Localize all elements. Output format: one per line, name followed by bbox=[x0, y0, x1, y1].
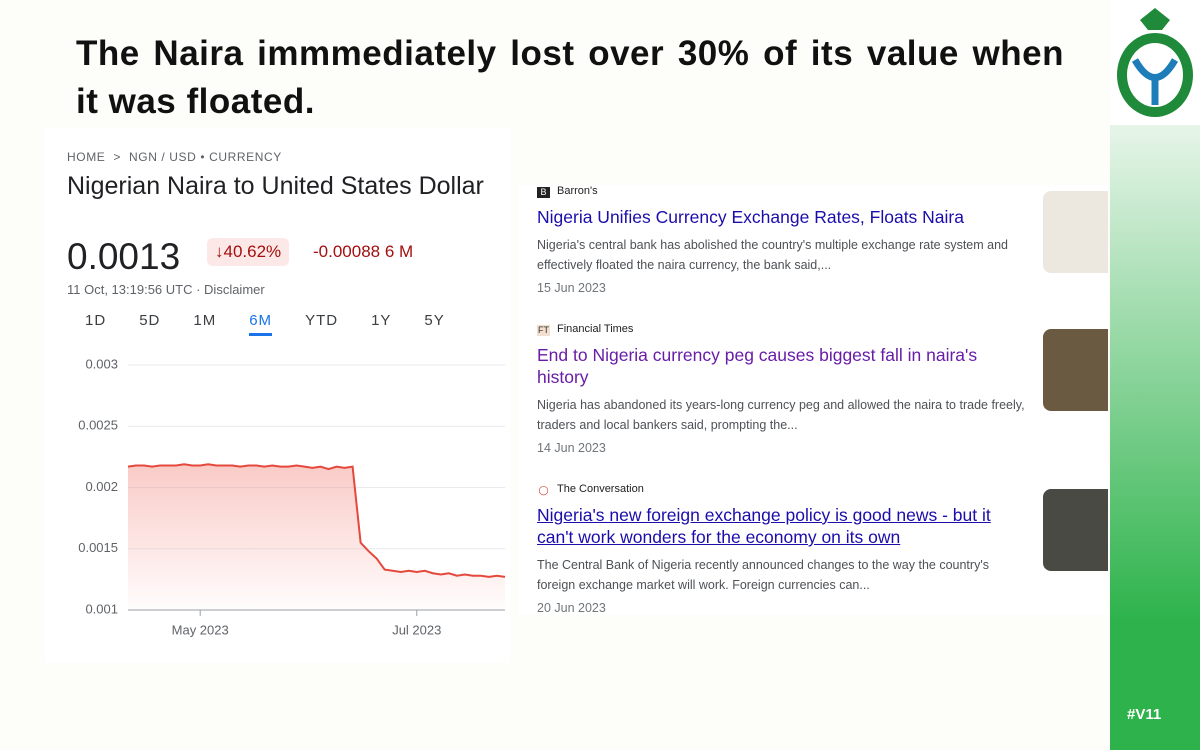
chart: 0.003 0.0025 0.002 0.0015 0.001 May 2023 Jul 2… bbox=[78, 356, 506, 637]
logo-mark bbox=[1131, 58, 1179, 105]
range-tab[interactable]: 5Y bbox=[424, 312, 445, 329]
news-title[interactable]: End to Nigeria currency peg causes bigge… bbox=[537, 345, 978, 387]
news-snippet: Nigeria's central bank has abolished the… bbox=[537, 238, 1009, 272]
news-title[interactable]: Nigeria Unifies Currency Exchange Rates,… bbox=[537, 207, 964, 227]
range-tab[interactable]: 1M bbox=[193, 312, 217, 329]
range-tab[interactable]: 5D bbox=[139, 312, 161, 329]
range-tab[interactable]: 6M bbox=[249, 312, 273, 336]
change-badge: ↓40.62% bbox=[207, 238, 290, 266]
y-tick-label: 0.002 bbox=[85, 479, 118, 494]
y-tick-label: 0.003 bbox=[85, 356, 118, 371]
news-snippet: Nigeria has abandoned its years-long cur… bbox=[537, 398, 1025, 432]
range-tab[interactable]: 1Y bbox=[371, 312, 392, 329]
news-source: ◯ The Conversation bbox=[537, 483, 1027, 496]
x-tick-label: Jul 2023 bbox=[392, 622, 441, 637]
news-item: ◯ The Conversation Nigeria's new foreign e… bbox=[537, 483, 1027, 615]
news-date: 15 Jun 2023 bbox=[537, 281, 606, 295]
source-name: The Conversation bbox=[557, 483, 644, 495]
heading: Nigerian Naira to United States Dollar bbox=[67, 172, 484, 200]
source-icon: B bbox=[537, 187, 550, 198]
news-date: 20 Jun 2023 bbox=[537, 601, 606, 615]
source-name: Financial Times bbox=[557, 323, 634, 335]
source-icon: ◯ bbox=[537, 485, 550, 496]
logo-eagle bbox=[1140, 8, 1170, 30]
source-icon: FT bbox=[537, 325, 550, 336]
logo bbox=[1117, 8, 1193, 117]
slide-title: The Naira immmediately lost over 30% of … bbox=[76, 34, 1064, 121]
slide-tag: #V11 bbox=[1127, 706, 1162, 723]
news-snippet: The Central Bank of Nigeria recently ann… bbox=[537, 558, 989, 592]
x-tick-label: May 2023 bbox=[172, 622, 229, 637]
crumb-current: NGN / USD • CURRENCY bbox=[129, 150, 282, 164]
price: 0.0013 bbox=[67, 236, 181, 277]
crumb-home[interactable]: HOME bbox=[67, 150, 106, 164]
y-tick-label: 0.0025 bbox=[78, 418, 118, 433]
range-tab[interactable]: YTD bbox=[305, 312, 339, 329]
news-title[interactable]: Nigeria's new foreign exchange policy is… bbox=[537, 505, 991, 547]
line bbox=[127, 463, 506, 578]
area-fill bbox=[128, 464, 505, 610]
news-item: FT Financial Times End to Nigeria currency… bbox=[537, 323, 1027, 455]
source-name: Barron's bbox=[557, 185, 598, 197]
news-panel: B Barron's Nigeria Unifies Currency Exchan… bbox=[518, 185, 1108, 615]
side-bar bbox=[1110, 0, 1200, 750]
news-source: B Barron's bbox=[537, 185, 1027, 198]
y-tick-label: 0.0015 bbox=[78, 540, 118, 555]
range-tabs: 1D 5D 1M 6M YTD 1Y 5Y bbox=[85, 312, 505, 336]
news-date: 14 Jun 2023 bbox=[537, 441, 606, 455]
crumb-sep: > bbox=[113, 150, 122, 164]
news-thumbnail bbox=[1043, 191, 1108, 273]
news-source: FT Financial Times bbox=[537, 323, 1027, 336]
y-tick-label: 0.001 bbox=[85, 601, 118, 616]
news-thumbnail bbox=[1043, 329, 1108, 411]
delta: -0.00088 6 M bbox=[313, 242, 414, 261]
range-tab[interactable]: 1D bbox=[85, 312, 107, 329]
timestamp: 11 Oct, 13:19:56 UTC · Disclaimer bbox=[67, 282, 265, 297]
news-item: B Barron's Nigeria Unifies Currency Exchan… bbox=[537, 185, 1027, 295]
news-thumbnail bbox=[1043, 489, 1108, 571]
breadcrumb: HOME > NGN / USD • CURRENCY bbox=[67, 150, 290, 164]
